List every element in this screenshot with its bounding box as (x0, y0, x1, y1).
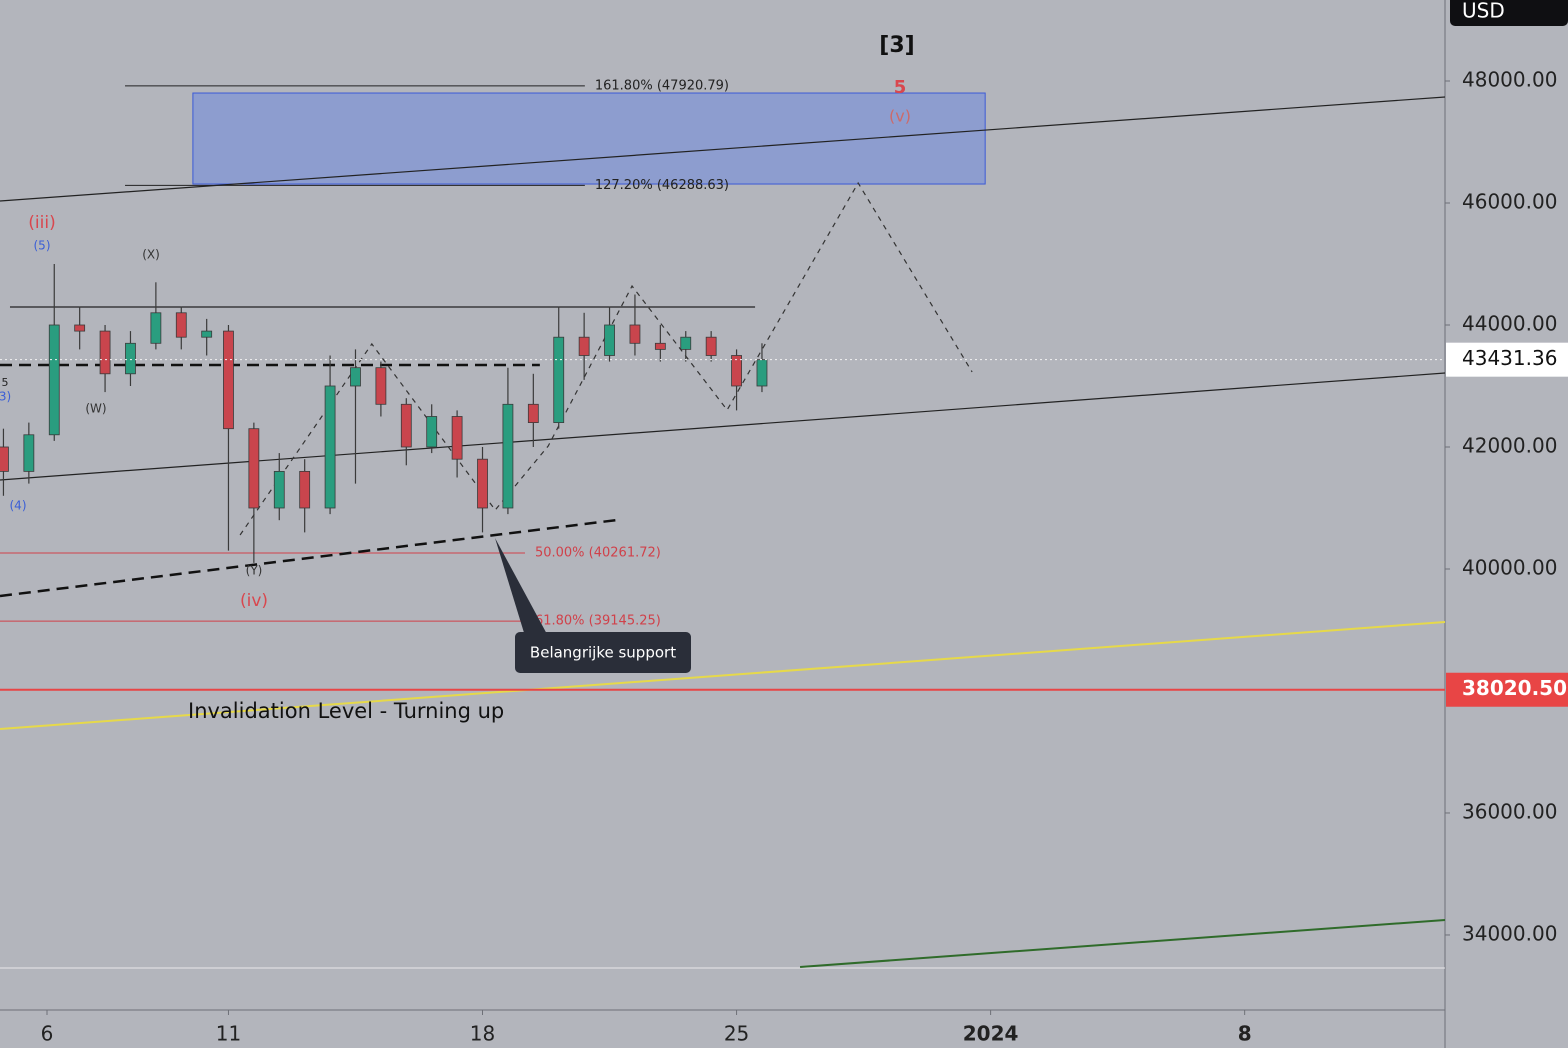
y-tick-label: 42000.00 (1462, 433, 1557, 457)
candle-body (350, 367, 361, 387)
candle-body (0, 446, 9, 472)
currency-box (1450, 0, 1568, 26)
wave-label: 5 (2, 376, 9, 389)
wave-label: (iii) (28, 213, 55, 233)
candle-body (150, 312, 162, 344)
candle-body (324, 385, 336, 509)
candle-body (375, 367, 387, 405)
candle-body (299, 470, 311, 509)
candle-body (23, 434, 35, 472)
candle-body (201, 330, 213, 338)
trend-line (800, 918, 1446, 968)
callout-pointer (495, 538, 548, 636)
candle-body (654, 342, 666, 350)
candle-body (400, 403, 412, 448)
current-price-label: 43431.36 (1462, 346, 1557, 370)
candle-body (756, 359, 768, 387)
x-tick-label: 18 (470, 1022, 495, 1046)
candle-body (527, 403, 539, 423)
x-tick-label: 8 (1238, 1022, 1252, 1046)
callout-text: Belangrijke support (530, 644, 676, 662)
y-tick-label: 48000.00 (1462, 68, 1557, 92)
candle-body (629, 324, 641, 344)
wave-label: [3] (879, 33, 914, 58)
candle-body (680, 336, 692, 350)
x-tick-label: 6 (41, 1022, 54, 1046)
wave-label: (W) (85, 402, 106, 416)
candle-body (553, 336, 565, 423)
currency: USD (1462, 0, 1505, 23)
candle-body (578, 336, 590, 356)
x-tick-label: 25 (724, 1022, 749, 1046)
wave-label: (iv) (240, 591, 268, 611)
wave-label: (v) (889, 107, 911, 126)
fib-label: 50.00% (40261.72) (535, 546, 661, 561)
invalidation-label: 38020.50 (1462, 676, 1567, 700)
callout-box (515, 632, 691, 673)
candle-body (451, 416, 463, 460)
trend-line (0, 518, 618, 598)
candle-body (705, 336, 717, 356)
candle-body (426, 416, 438, 448)
x-tick-label: 2024 (963, 1022, 1019, 1046)
candle-body (74, 324, 86, 332)
wave-label: 5 (894, 77, 907, 98)
candle-body (175, 312, 187, 338)
y-tick-label: 34000.00 (1462, 921, 1557, 945)
candle-body (604, 324, 615, 356)
y-tick-label: 46000.00 (1462, 190, 1557, 214)
wave-label: (4) (10, 499, 27, 513)
candle-body (248, 428, 260, 509)
candle-body (48, 324, 60, 436)
fib-label: 127.20% (46288.63) (595, 178, 729, 193)
x-tick-label: 11 (216, 1022, 241, 1046)
invalidation-note: Invalidation Level - Turning up (188, 699, 504, 723)
trend-line (239, 181, 973, 536)
trend-line (0, 620, 1446, 730)
candle-body (477, 458, 488, 509)
fib-label: 161.80% (47920.79) (595, 78, 729, 93)
wave-label: (Y) (246, 564, 263, 578)
wave-label: 3) (0, 390, 11, 404)
fib-label: 61.80% (39145.25) (535, 614, 661, 629)
current-price-box (1446, 342, 1568, 377)
wave-label: (X) (142, 248, 160, 262)
candle-body (223, 330, 234, 430)
candle-body (125, 342, 136, 375)
candle-body (273, 470, 285, 509)
y-tick-label: 40000.00 (1462, 555, 1557, 579)
target-zone (192, 92, 986, 185)
wave-label: (5) (34, 239, 51, 253)
candle-body (731, 355, 742, 387)
invalidation-box (1446, 672, 1568, 707)
y-tick-label: 44000.00 (1462, 311, 1557, 335)
candle-body (502, 403, 514, 509)
candle-body (99, 330, 111, 375)
trend-line (0, 96, 1446, 202)
y-tick-label: 36000.00 (1462, 799, 1557, 823)
trend-line (0, 372, 1446, 481)
